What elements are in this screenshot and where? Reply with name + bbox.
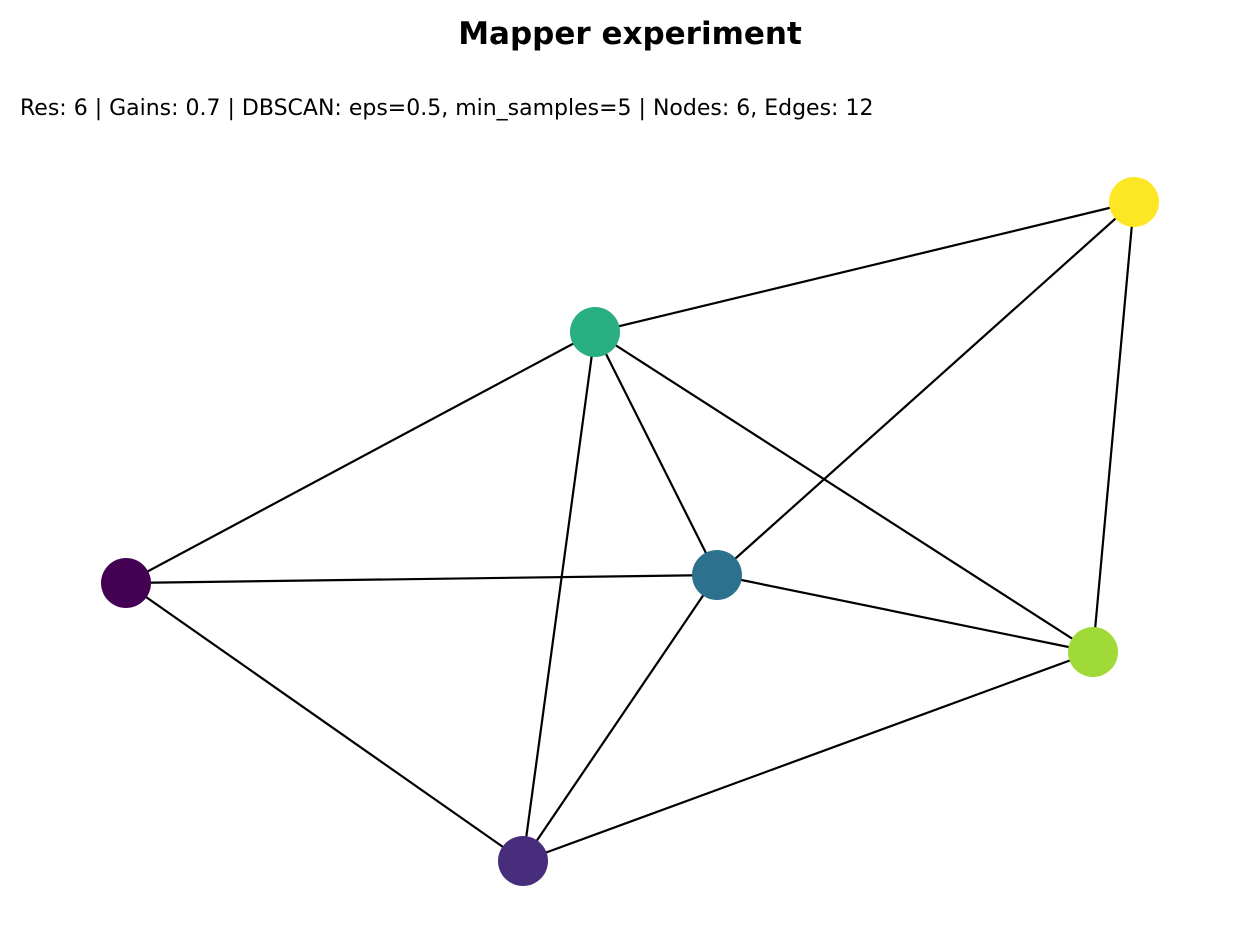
edge-node-0-node-1 [125, 582, 524, 862]
edge-node-1-node-4 [522, 650, 1094, 863]
node-4 [1068, 627, 1118, 677]
edge-node-2-node-1 [522, 574, 718, 862]
nodes-layer [101, 177, 1159, 886]
edge-node-4-node-5 [1091, 201, 1136, 653]
edge-node-3-node-1 [521, 331, 597, 862]
chart-subtitle: Res: 6 | Gains: 0.7 | DBSCAN: eps=0.5, m… [20, 96, 874, 121]
node-3 [570, 307, 620, 357]
edge-node-3-node-2 [594, 331, 718, 576]
node-0 [101, 558, 151, 608]
edge-node-3-node-4 [594, 331, 1094, 653]
node-2 [692, 550, 742, 600]
edge-node-2-node-4 [716, 573, 1094, 654]
chart-title: Mapper experiment [458, 16, 802, 52]
node-5 [1109, 177, 1159, 227]
edge-node-3-node-5 [594, 200, 1135, 334]
edge-node-0-node-2 [125, 573, 718, 585]
edges-layer [125, 200, 1136, 863]
node-1 [498, 836, 548, 886]
edge-node-0-node-3 [125, 331, 596, 584]
edge-node-2-node-5 [716, 201, 1135, 576]
